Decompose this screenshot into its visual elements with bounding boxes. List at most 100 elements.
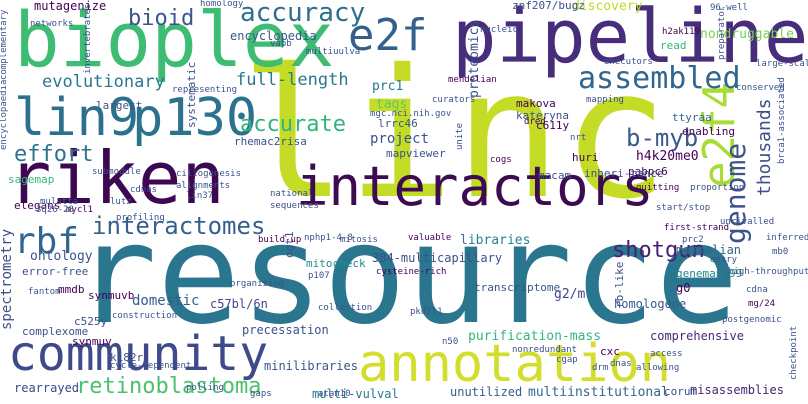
word-prc1: prc1 — [372, 79, 404, 94]
word-curators: curators — [432, 95, 476, 105]
word-cysteine-rich: cysteine-rich — [376, 267, 447, 277]
word-multi-vulval: multi-vulval — [312, 387, 399, 401]
word-build-up: build-up — [258, 235, 302, 245]
word-dnas: dnas — [610, 359, 632, 369]
word-spectrometry: spectrometry — [0, 228, 15, 330]
word-networks: networks — [30, 19, 74, 29]
word-national: national — [270, 189, 314, 199]
word-lin9: lin9 — [14, 88, 140, 148]
word-3q26: 3q26-28 — [36, 205, 74, 215]
word-cxc: cxc — [600, 345, 620, 358]
word-ontology: ontology — [30, 249, 93, 264]
word-sagemap: sagemap — [8, 173, 55, 186]
word-preparator: preparator — [717, 5, 727, 60]
word-linc: linc — [240, 31, 669, 238]
word-p107: p107 — [308, 271, 330, 281]
word-unrivalled: unrivalled — [720, 217, 775, 227]
word-comprehensive: comprehensive — [650, 329, 744, 343]
word-accurate: accurate — [240, 112, 346, 137]
word-brca1: brca1-associated — [777, 77, 787, 164]
word-mitocheck: mitocheck — [306, 257, 366, 270]
word-e2f: e2f — [348, 10, 428, 61]
word-mgc: mgc.nci.nih.gov — [370, 109, 452, 119]
word-cycle-dependent: cycle-dependent — [110, 361, 192, 371]
word-c611y: c611y — [536, 119, 570, 132]
word-96well: 96-well — [710, 3, 748, 13]
word-synmuv: synmuv — [72, 335, 112, 348]
word-checkpoint: checkpoint — [789, 325, 799, 380]
word-representing: representing — [172, 85, 238, 95]
word-complexome: complexome — [22, 325, 89, 338]
word-inheri-tance: inheri-tance — [584, 167, 664, 180]
word-domestic: domestic — [132, 293, 200, 309]
word-mg24: mg/24 — [748, 299, 776, 309]
word-k182r: k182r — [110, 351, 144, 364]
word-bioplex: bioplex — [14, 0, 335, 84]
word-lutz: lutz — [110, 197, 132, 207]
word-encyclopaedia: encyclopaedia — [0, 79, 9, 150]
word-riken: riken — [8, 136, 225, 220]
word-huri: huri — [572, 151, 599, 164]
word-nondruggable: nondruggable — [700, 27, 794, 42]
word-cgap: cgap — [556, 355, 578, 365]
word-minilibraries: minilibraries — [264, 359, 358, 373]
word-profiling: profiling — [116, 213, 165, 223]
word-sequences: sequences — [270, 201, 319, 211]
word-discovery: discovery — [572, 0, 643, 14]
word-mapviewer: mapviewer — [386, 147, 446, 160]
word-high-throughput: high-throughput — [728, 267, 808, 277]
word-znf207: znf207/bugz — [512, 0, 585, 12]
word-bioid: bioid — [128, 6, 195, 31]
word-multiuulva: multiuulva — [306, 47, 361, 57]
word-rb-like: rb-like — [613, 261, 626, 308]
word-cdnas: cdnas — [130, 185, 158, 195]
word-atan10: atan10 — [318, 389, 351, 399]
word-evolutionary: evolutionary — [42, 72, 165, 92]
word-error-free: error-free — [22, 265, 89, 278]
word-nrt: nrt — [570, 133, 587, 143]
word-alignments: alignments — [176, 181, 231, 191]
word-thousands: thousands — [754, 98, 775, 196]
word-organizing: organizing — [230, 279, 285, 289]
word-g2m: g2/m — [554, 287, 586, 302]
word-b-myb: b-myb — [626, 124, 699, 152]
word-complementary: complementary — [0, 9, 9, 80]
word-ciliogenesis: ciliogenesis — [176, 169, 242, 179]
word-shotgun: shotgun — [612, 238, 705, 263]
word-inferred: inferred — [766, 233, 808, 243]
word-tags: tags — [376, 97, 408, 112]
word-cdna: cdna — [746, 285, 768, 295]
word-submodule: submodule — [92, 167, 141, 177]
word-nucleic: nucleic — [480, 25, 518, 35]
word-c57bl: c57bl/6n — [210, 297, 268, 311]
word-quitting: quitting — [636, 183, 680, 193]
word-effort: effort — [14, 142, 94, 167]
word-multiinstitutional: multiinstitutional — [528, 385, 669, 400]
word-entry: entry — [710, 255, 738, 265]
word-construction: construction — [112, 311, 178, 321]
word-n50: n50 — [442, 337, 459, 347]
word-ttyraa: ttyraa — [672, 111, 712, 124]
word-dred: dred — [524, 117, 546, 127]
word-corum: corum — [664, 385, 698, 398]
word-mb0: mb0 — [772, 247, 789, 257]
word-rbf: rbf — [14, 221, 80, 262]
word-access: access — [650, 349, 683, 359]
word-drm: drm — [592, 363, 609, 373]
word-encyclopedia: encyclopedia — [230, 29, 317, 43]
word-mutagenize: mutagenize — [34, 0, 107, 13]
word-interactors: interactors — [296, 155, 654, 218]
word-annotation: annotation — [358, 334, 672, 394]
word-pkd2l1: pkd2l1 — [410, 307, 443, 317]
word-proportion: proportion — [690, 183, 745, 193]
word-macam: macam — [538, 169, 572, 182]
word-first-strand: first-strand — [664, 223, 730, 233]
word-nphp: nphp1-4-8 — [304, 233, 353, 243]
word-mapping: mapping — [586, 95, 624, 105]
word-homology: homology — [200, 0, 244, 9]
word-pipeline: pipeline — [452, 0, 808, 80]
word-prc2: prc2 — [682, 235, 704, 245]
word-rearrayed: rearrayed — [14, 381, 80, 395]
word-h2ak119: h2ak119 — [662, 27, 700, 37]
